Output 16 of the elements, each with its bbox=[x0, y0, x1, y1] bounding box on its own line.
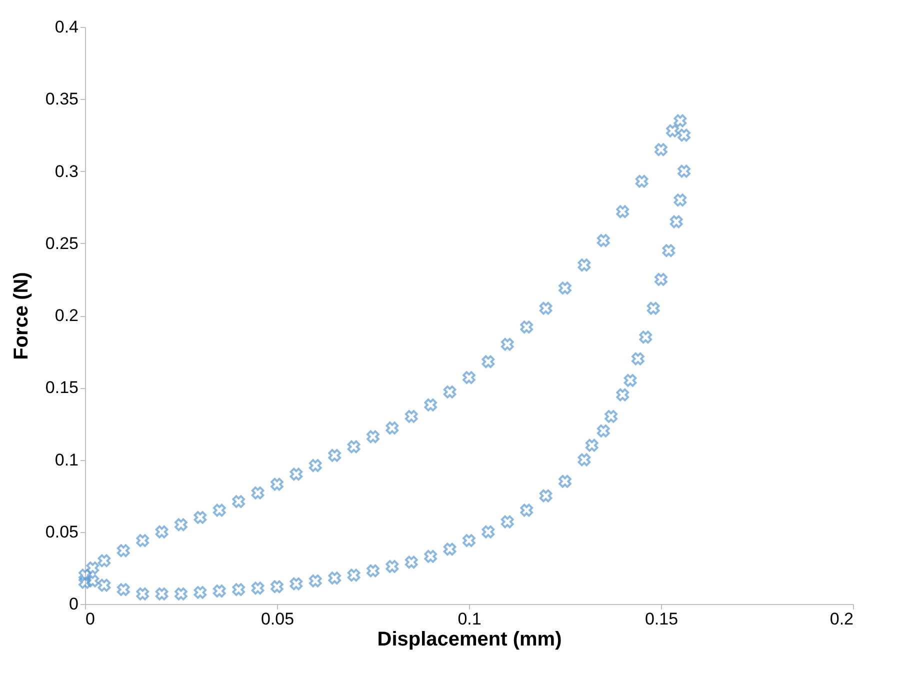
x-tick-label: 0.15 bbox=[644, 610, 678, 628]
y-tick-label: 0.15 bbox=[45, 378, 78, 398]
y-tick-label: 0.2 bbox=[54, 306, 78, 325]
y-tick-label: 0 bbox=[69, 594, 78, 614]
y-tick-label: 0.1 bbox=[54, 450, 78, 470]
y-tick-label: 0.35 bbox=[45, 90, 78, 109]
x-tick-label: 0 bbox=[86, 610, 95, 628]
x-tick-label: 0.2 bbox=[830, 610, 854, 628]
x-tick-label: 0.05 bbox=[260, 610, 294, 628]
y-tick-label: 0.4 bbox=[54, 18, 78, 36]
x-axis-title: Displacement (mm) bbox=[377, 628, 562, 650]
y-tick-label: 0.3 bbox=[54, 162, 78, 181]
y-tick-label: 0.05 bbox=[45, 522, 78, 542]
x-tick-label: 0.1 bbox=[458, 610, 482, 628]
y-tick-label: 0.25 bbox=[45, 234, 78, 253]
y-axis-title: Force (N) bbox=[10, 272, 32, 360]
